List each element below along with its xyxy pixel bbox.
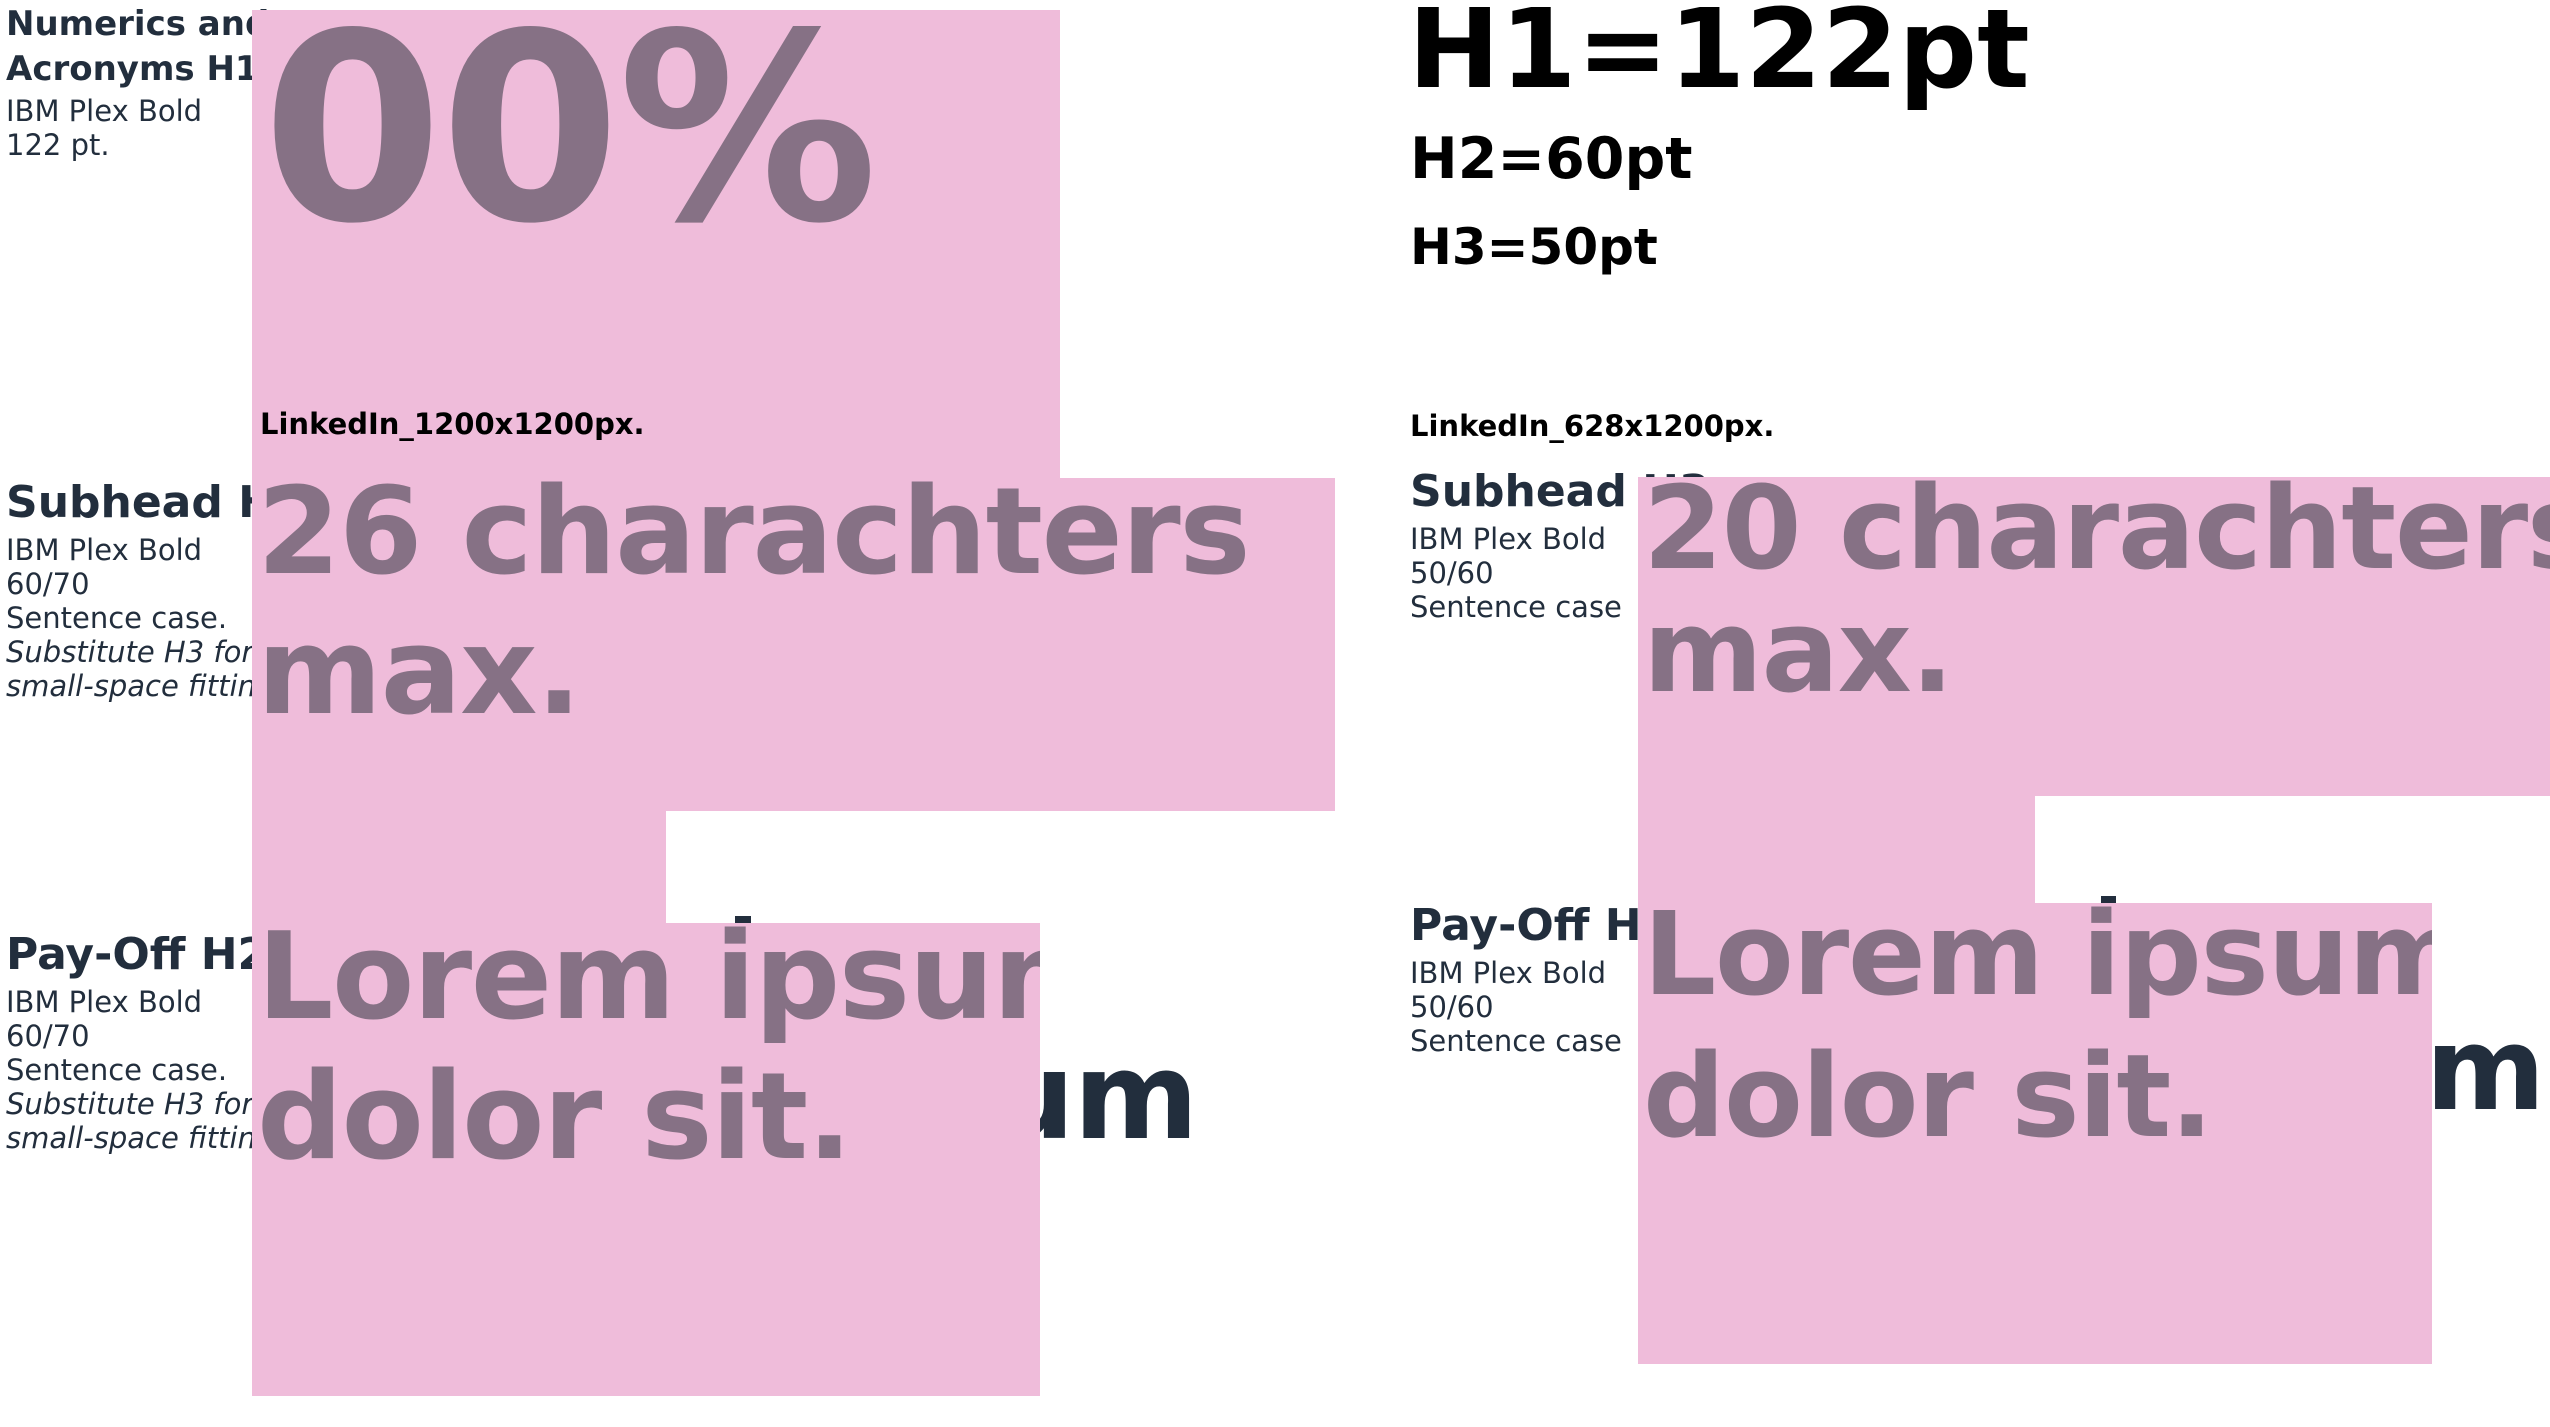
subhead-h2-note-line1: Substitute H3 for (6, 635, 254, 669)
i-tittle-accent-right (2101, 896, 2116, 903)
h1-sample-over-text: 00% (262, 10, 878, 281)
subhead-h2-note-line2: small-space fitting. (6, 669, 284, 703)
subhead-h3-sample-line2: max. max. (1638, 595, 2035, 940)
payoff-h2-title: Pay-Off H2 (6, 929, 269, 980)
payoff-h3-line1-over-text: Lorem ipsum (1643, 902, 2433, 1022)
subhead-h3-case: Sentence case (1410, 590, 1622, 624)
size-spec-h2: H2=60pt (1410, 126, 1693, 192)
artboard-label-linkedin-1200: LinkedIn_1200x1200px. (260, 407, 645, 441)
subhead-h3-line2-over-text: max. (1643, 599, 1954, 719)
subhead-h3-leading: 50/60 (1410, 556, 1494, 590)
payoff-h3-font: IBM Plex Bold (1410, 956, 1607, 990)
payoff-h3-case: Sentence case (1410, 1024, 1622, 1058)
subhead-h2-font: IBM Plex Bold (6, 533, 203, 567)
artboard-label-linkedin-628: LinkedIn_628x1200px. (1410, 409, 1775, 443)
payoff-h3-line2-over-text: dolor sit. (1643, 1044, 2214, 1164)
payoff-h2-line1-over-text: Lorem ipsum (257, 922, 1041, 1047)
subhead-h3-font: IBM Plex Bold (1410, 522, 1607, 556)
payoff-h2-leading: 60/70 (6, 1019, 90, 1053)
numerics-title-line1: Numerics and (6, 4, 270, 44)
numerics-spec-block: Numerics and Acronyms H1 IBM Plex Bold 1… (6, 4, 269, 162)
subhead-h2-line2-highlight-box: max. (252, 617, 666, 952)
subhead-h3-line2-highlight-box: max. (1638, 599, 2035, 920)
subhead-h2-line1-over-text: 26 charachters (257, 477, 1251, 602)
payoff-h3-line2-highlight-box: dolor sit. (1638, 1044, 2433, 1365)
payoff-h3-spec-block: Pay-Off H3 IBM Plex Bold 50/60 Sentence … (1410, 900, 1673, 1059)
subhead-h2-sample-line2: max. max. (252, 613, 666, 973)
payoff-h3-title: Pay-Off H3 (1410, 900, 1673, 951)
subhead-h2-case: Sentence case. (6, 601, 228, 635)
payoff-h2-spec-block: Pay-Off H2 IBM Plex Bold 60/70 Sentence … (6, 929, 284, 1156)
payoff-h2-note-line2: small-space fitting. (6, 1121, 284, 1155)
payoff-h3-sample-line2: dolor sit. dolor sit. (1638, 1040, 2433, 1385)
size-spec-h1: H1=122pt (1408, 0, 2030, 113)
payoff-h2-font: IBM Plex Bold (6, 985, 203, 1019)
numerics-title-line2: Acronyms H1 (6, 49, 259, 89)
numerics-font: IBM Plex Bold (6, 94, 203, 128)
payoff-h3-leading: 50/60 (1410, 990, 1494, 1024)
payoff-h2-sample-line2: dolor sit. dolor sit. (252, 1058, 1041, 1418)
subhead-h3-line1-over-text: 20 charachters (1643, 476, 2550, 596)
payoff-h2-note-line1: Substitute H3 for (6, 1087, 254, 1121)
subhead-h2-line2-over-text: max. (257, 617, 582, 742)
subhead-h2-leading: 60/70 (6, 567, 90, 601)
i-tittle-accent-left (735, 916, 751, 923)
payoff-h2-line2-over-text: dolor sit. (257, 1062, 852, 1187)
payoff-h2-case: Sentence case. (6, 1053, 228, 1087)
numerics-size: 122 pt. (6, 128, 110, 162)
payoff-h2-line2-highlight-box: dolor sit. (252, 1062, 1041, 1397)
size-spec-h3: H3=50pt (1410, 218, 1658, 276)
